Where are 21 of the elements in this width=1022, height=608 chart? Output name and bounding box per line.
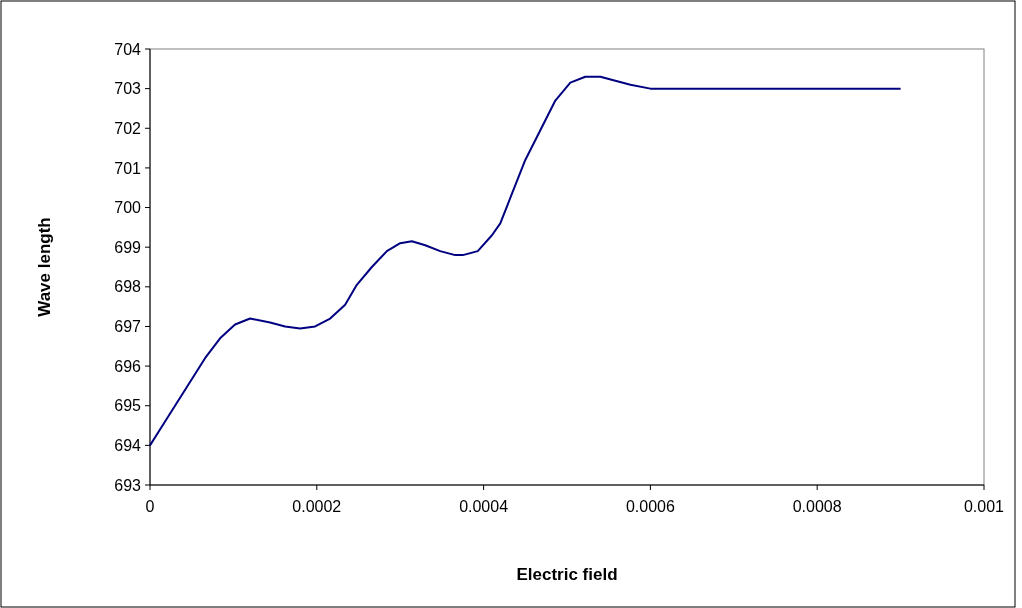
y-tick-label: 702 [114,119,142,137]
x-tick-label: 0 [145,498,155,515]
y-tick-label: 698 [114,278,142,296]
x-axis-title: Electric field [516,565,618,584]
x-tick-label: 0.0002 [292,498,342,515]
x-tick-label: 0.001 [963,498,1005,515]
y-tick-label: 694 [114,436,142,454]
x-tick-label: 0.0008 [792,498,842,515]
y-tick-label: 704 [114,40,142,58]
y-tick-label: 697 [114,318,142,336]
y-tick-label: 699 [114,238,142,256]
y-tick-label: 703 [114,80,142,98]
y-tick-label: 693 [114,476,142,494]
line-series [149,75,902,447]
y-tick-label: 701 [114,159,142,177]
x-tick-label: 0.0006 [625,498,675,515]
y-tick-label: 695 [114,397,142,415]
y-tick-label: 700 [114,199,142,217]
y-axis-title: Wave length [35,217,54,317]
x-tick-label: 0.0004 [459,498,509,515]
y-tick-label: 696 [114,357,142,375]
